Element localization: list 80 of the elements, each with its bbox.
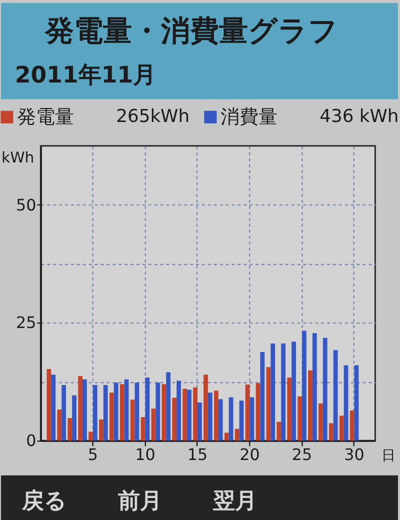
bar [197,402,202,441]
x-tick-label: 5 [88,445,98,464]
bar [82,379,87,441]
text: 436 kWh [320,106,399,128]
x-tick-label: 20 [240,445,260,464]
bar [46,368,52,441]
bar [99,419,104,441]
x-tick-label: 10 [135,445,156,464]
bar [114,382,118,441]
text: 戻る [21,488,68,514]
bar [260,352,265,441]
bar [302,330,306,441]
bar [214,390,218,441]
y-tick-label: 0 [26,431,36,450]
bar [51,374,56,441]
x-tick-label: 30 [344,445,364,464]
bar [88,432,93,441]
bar [250,397,254,441]
bar [354,365,359,441]
bar [193,387,198,441]
y-tick-label: 50 [16,195,36,214]
legend-label: 発電量 [16,107,74,128]
bar [312,333,317,441]
text: 265kWh [116,106,190,128]
y-axis-title: kWh [1,148,34,166]
bar [62,385,66,441]
bar [328,423,334,441]
bar [182,388,188,441]
bar [208,392,212,441]
bar [281,344,286,441]
bar [339,416,344,441]
bar [134,382,140,441]
x-tick-label: 25 [292,445,312,464]
bar [350,410,354,441]
bar [130,400,135,441]
legend-label: 消費量 [220,107,278,128]
bar [228,397,234,441]
bar [256,383,260,441]
bar [151,408,156,441]
chart-subtitle: 2011年11月 [14,62,156,88]
bar [176,380,181,441]
bar [292,342,296,441]
bar [270,344,276,441]
bar [162,384,166,441]
bar [308,370,312,441]
chart-title: 発電量・消費量グラフ [44,14,338,48]
bar [204,374,208,441]
bar [266,367,271,441]
bar [187,390,192,441]
bar [298,396,302,441]
bar [140,417,146,441]
bar [166,372,171,441]
bar [145,377,150,441]
bar [68,418,72,441]
bar [322,338,328,441]
bar [318,403,323,441]
bar [218,399,223,441]
bar [287,377,292,441]
x-axis-title: 日 [382,448,396,464]
bar [120,384,124,441]
bar [78,376,83,441]
bar [276,422,282,441]
y-tick-label: 25 [16,313,36,332]
bar [172,398,177,441]
bar [103,385,108,441]
x-tick-label: 15 [187,445,208,464]
bar [72,395,76,441]
bar [245,384,250,441]
bar [124,379,129,441]
bar [109,392,114,441]
bar [92,385,98,441]
bar [234,428,240,441]
bar [333,350,338,441]
bar [344,365,348,441]
bar [224,432,229,441]
bar [156,382,160,441]
bar [57,410,62,441]
text: 翌月 [212,489,258,514]
text: 前月 [116,489,162,514]
bar [239,400,244,441]
